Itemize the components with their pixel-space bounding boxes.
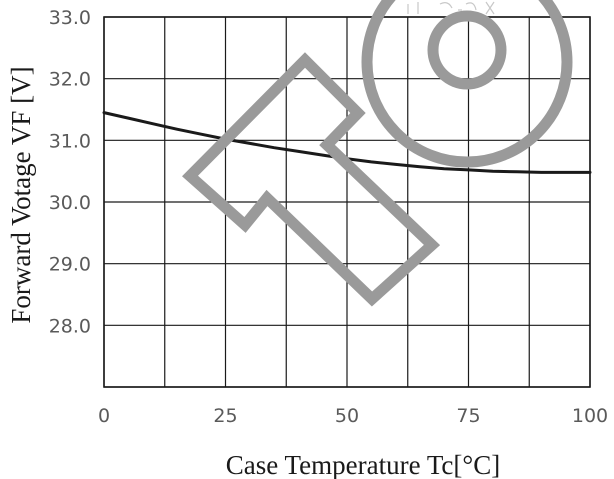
y-tick-labels: 28.0 29.0 30.0 31.0 32.0 33.0 (49, 7, 91, 337)
x-axis-label: Case Temperature Tc[°C] (226, 450, 500, 479)
x-tick-label: 50 (335, 405, 359, 427)
watermark (182, 0, 573, 307)
arrow-outline-icon (182, 52, 441, 307)
outer-ring-icon (361, 0, 573, 168)
watermark-text-trace (407, 1, 495, 15)
x-tick-label: 25 (213, 405, 237, 427)
plot-frame (103, 16, 591, 388)
y-tick-label: 32.0 (49, 69, 91, 91)
x-tick-label: 100 (572, 405, 608, 427)
y-tick-label: 31.0 (49, 130, 91, 152)
y-axis-label: Forward Votage VF [V] (6, 66, 36, 323)
y-tick-label: 30.0 (49, 192, 91, 214)
y-tick-label: 33.0 (49, 7, 91, 29)
y-tick-label: 29.0 (49, 254, 91, 276)
grid (103, 16, 591, 388)
x-tick-label: 0 (98, 405, 110, 427)
inner-ring-icon (427, 10, 507, 90)
x-tick-label: 75 (456, 405, 480, 427)
x-tick-labels: 0 25 50 75 100 (98, 405, 608, 427)
y-tick-label: 28.0 (49, 315, 91, 337)
